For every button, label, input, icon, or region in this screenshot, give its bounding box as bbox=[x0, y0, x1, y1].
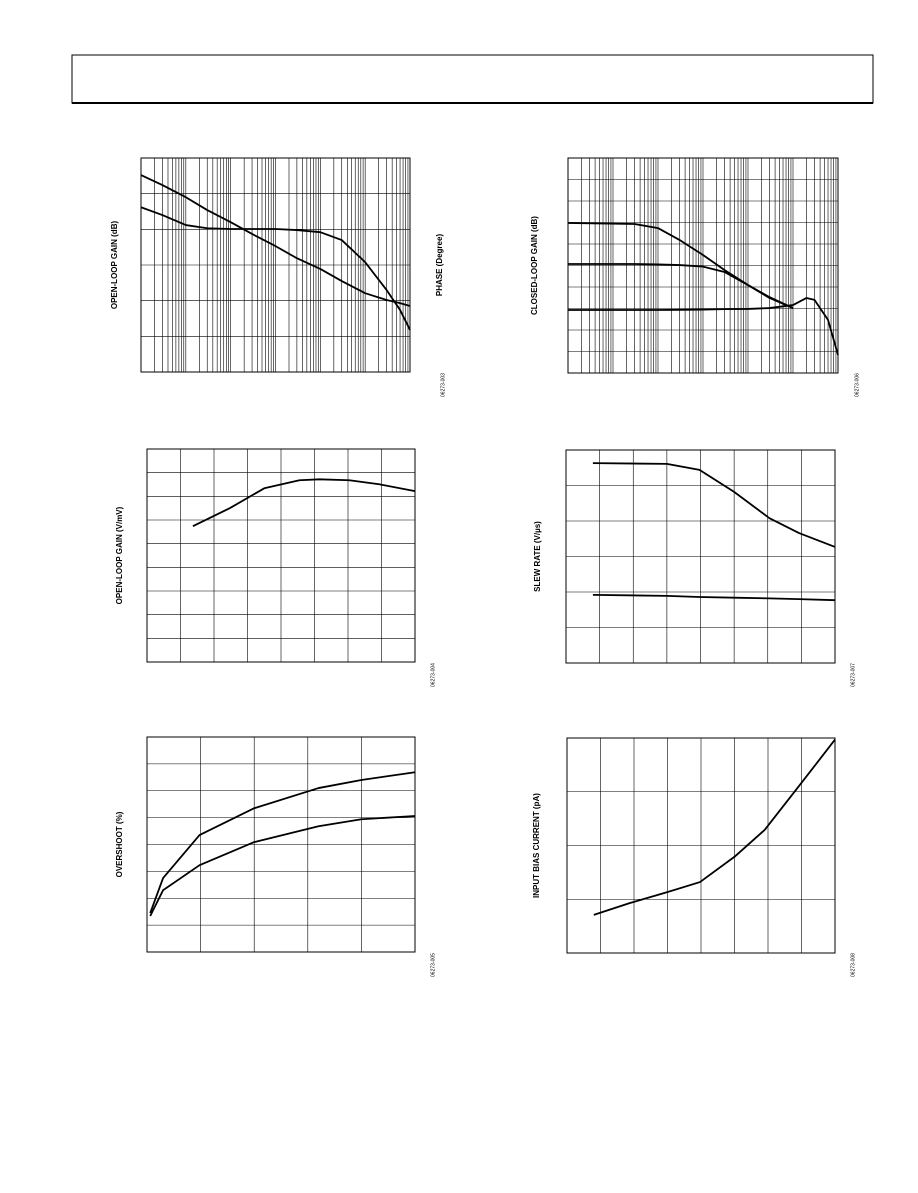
curve bbox=[140, 174, 411, 307]
y-axis-label: SLEW RATE (V/µs) bbox=[533, 521, 542, 592]
header-box bbox=[71, 54, 874, 104]
plot-frame bbox=[565, 449, 836, 664]
curve bbox=[149, 815, 416, 917]
figure-code: 06273-007 bbox=[850, 663, 856, 687]
curve bbox=[592, 462, 836, 548]
plot-frame bbox=[566, 737, 836, 954]
plot-frame bbox=[140, 157, 411, 373]
figure-code: 06273-006 bbox=[854, 373, 860, 397]
plot-frame bbox=[146, 736, 416, 953]
plot-frame bbox=[567, 157, 839, 374]
y-axis-label: OPEN-LOOP GAIN (V/mV) bbox=[115, 506, 124, 604]
figure-code: 06273-005 bbox=[430, 953, 436, 977]
curve bbox=[592, 593, 836, 602]
curve bbox=[149, 771, 416, 914]
y-axis-label: CLOSED-LOOP GAIN (dB) bbox=[530, 216, 539, 315]
curve bbox=[192, 478, 416, 527]
plot-frame bbox=[146, 448, 416, 663]
curve bbox=[140, 206, 411, 331]
figure-code: 06273-003 bbox=[440, 373, 446, 397]
y2-axis-label: PHASE (Degree) bbox=[435, 234, 444, 297]
y-axis-label: OVERSHOOT (%) bbox=[115, 811, 124, 877]
y-axis-label: OPEN-LOOP GAIN (dB) bbox=[110, 221, 119, 310]
curve bbox=[593, 739, 836, 916]
figure-code: 06273-004 bbox=[430, 663, 436, 687]
y-axis-label: INPUT BIAS CURRENT (pA) bbox=[532, 793, 541, 898]
curve bbox=[568, 297, 839, 356]
figure-code: 06273-008 bbox=[850, 953, 856, 977]
